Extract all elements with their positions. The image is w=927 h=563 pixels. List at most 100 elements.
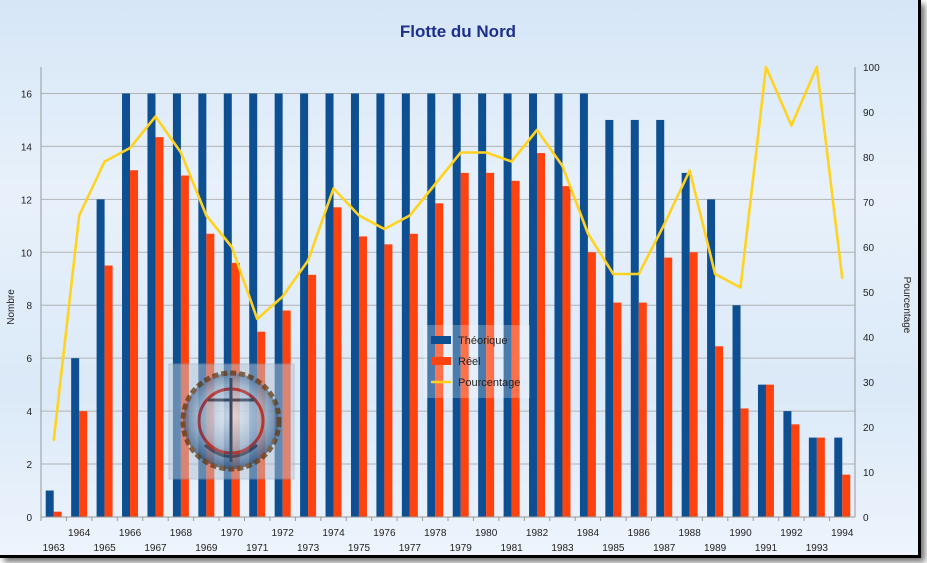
pourcentage-line: [52, 65, 844, 441]
pourcentage-point: [587, 232, 589, 235]
bar-theorique: [172, 93, 181, 518]
pourcentage-point: [307, 259, 309, 262]
bar-reel: [358, 236, 367, 518]
pourcentage-point: [129, 147, 131, 149]
x-tick-label: 1975: [348, 543, 371, 554]
bar-reel: [740, 408, 749, 517]
bar-theorique: [681, 172, 690, 517]
bar-theorique: [198, 93, 207, 518]
bar-reel: [689, 252, 698, 517]
y2-tick-label: 10: [863, 468, 875, 479]
bar-reel: [765, 384, 774, 517]
pourcentage-point: [637, 273, 640, 275]
bar-theorique: [579, 93, 588, 518]
y2-tick-label: 20: [863, 423, 875, 434]
pourcentage-point: [52, 439, 55, 442]
bar-reel: [816, 437, 825, 517]
bar-theorique: [300, 93, 309, 518]
bar-theorique: [630, 119, 639, 518]
x-tick-label: 1967: [144, 543, 167, 554]
x-tick-label: 1980: [475, 528, 498, 539]
x-tick-label: 1982: [526, 528, 549, 539]
bar-theorique: [554, 93, 563, 518]
x-tick-label: 1991: [755, 543, 778, 554]
pourcentage-point: [714, 273, 716, 275]
bar-reel: [180, 175, 189, 517]
pourcentage-point: [180, 151, 182, 154]
bar-theorique: [757, 384, 766, 517]
bar-reel: [511, 180, 520, 517]
bar-reel: [155, 137, 164, 517]
bar-reel: [308, 274, 317, 517]
legend: Théorique Réel Pourcentage: [424, 325, 530, 398]
bar-theorique: [325, 93, 334, 518]
bar-theorique: [605, 119, 614, 518]
y-tick-label: 8: [26, 301, 32, 312]
y-tick-label: 2: [26, 460, 32, 471]
bar-theorique: [503, 93, 512, 518]
bar-reel: [130, 170, 139, 517]
bar-theorique: [808, 437, 817, 517]
bar-theorique: [376, 93, 385, 518]
legend-swatch-theorique: [431, 336, 451, 344]
x-tick-label: 1968: [170, 528, 193, 539]
pourcentage-point: [485, 151, 487, 154]
x-tick-label: 1993: [806, 543, 829, 554]
bar-theorique: [656, 119, 665, 518]
x-tick-label: 1972: [272, 528, 295, 539]
pourcentage-point: [790, 124, 793, 127]
bar-theorique: [96, 199, 105, 517]
pourcentage-point: [103, 160, 106, 163]
bar-theorique: [707, 199, 716, 517]
y-tick-label: 16: [21, 89, 33, 100]
pourcentage-line-series: [52, 65, 844, 442]
axes: 0246810121416010203040506070809010019631…: [21, 63, 880, 554]
bar-reel: [613, 302, 622, 517]
bar-reel: [409, 233, 418, 517]
chart-canvas: Flotte du Nord 0 2 4 6 8 10 12 14 16 0 10 20 30 40 50 6…: [6, 22, 912, 554]
x-tick-label: 1973: [297, 543, 320, 554]
y2-tick-label: 50: [863, 288, 875, 299]
bar-reel: [79, 411, 88, 517]
pourcentage-point: [765, 66, 767, 68]
bar-reel: [460, 172, 469, 517]
pourcentage-point: [612, 273, 615, 275]
x-tick-label: 1986: [628, 528, 651, 539]
pourcentage-point: [332, 187, 335, 190]
x-tick-label: 1976: [373, 528, 396, 539]
bar-theorique: [71, 358, 80, 517]
pourcentage-point: [256, 318, 259, 320]
x-tick-label: 1989: [704, 543, 727, 554]
x-tick-label: 1971: [246, 543, 269, 554]
bar-reel: [384, 244, 393, 517]
y2-tick-label: 40: [863, 333, 875, 344]
pourcentage-point: [841, 277, 844, 280]
x-tick-label: 1990: [729, 528, 752, 539]
y-tick-label: 14: [21, 142, 33, 153]
bar-theorique: [427, 93, 436, 518]
bar-theorique: [478, 93, 487, 518]
pourcentage-point: [434, 183, 437, 185]
pourcentage-point: [536, 129, 538, 131]
bar-reel: [664, 257, 673, 517]
bar-reel: [587, 252, 596, 517]
x-tick-label: 1984: [577, 528, 600, 539]
x-tick-label: 1963: [43, 543, 66, 554]
x-tick-label: 1987: [653, 543, 676, 554]
bar-theorique: [45, 490, 54, 517]
x-tick-label: 1966: [119, 528, 142, 539]
bar-reel: [791, 424, 800, 517]
x-tick-label: 1977: [399, 543, 422, 554]
bar-theorique: [147, 93, 156, 518]
bar-theorique: [223, 93, 232, 518]
pourcentage-point: [78, 214, 80, 217]
x-tick-label: 1994: [831, 528, 854, 539]
x-tick-label: 1978: [424, 528, 447, 539]
bar-reel: [842, 474, 851, 517]
chart-title: Flotte du Nord: [400, 22, 516, 41]
y2-axis-title: Pourcentage: [901, 277, 912, 334]
pourcentage-point: [154, 115, 157, 118]
pourcentage-point: [510, 160, 513, 163]
bar-reel: [537, 153, 546, 517]
